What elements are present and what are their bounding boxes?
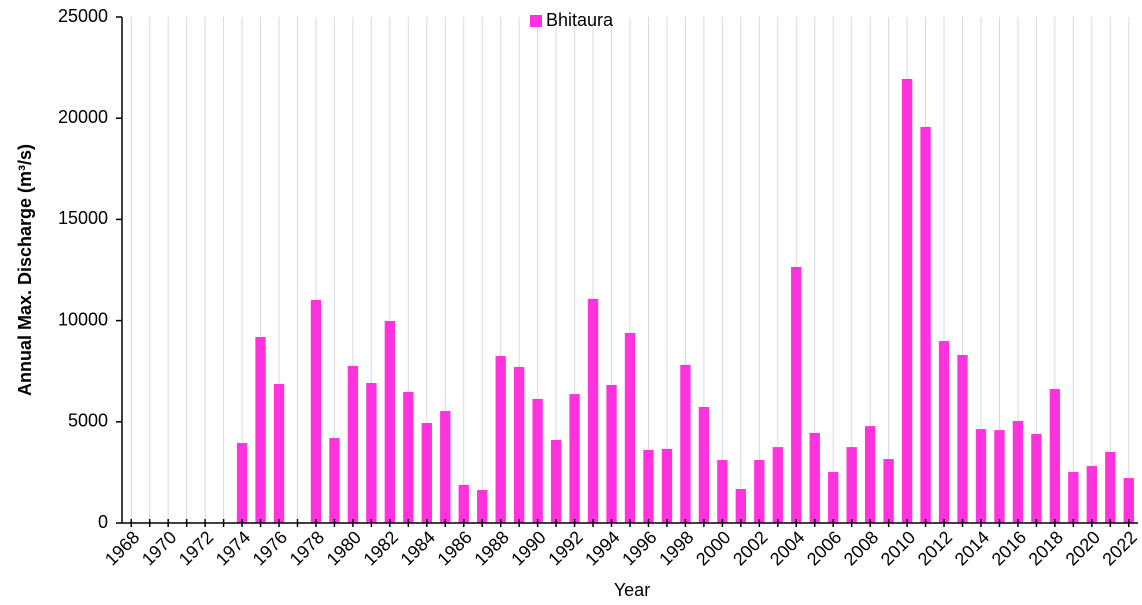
x-tick-label: 1986: [433, 527, 475, 569]
x-tick-label: 2022: [1098, 527, 1140, 569]
bar: [310, 299, 322, 523]
bar: [975, 429, 987, 523]
bar: [1105, 451, 1116, 523]
x-tick-label: 2014: [951, 527, 993, 569]
y-tick-label: 25000: [58, 6, 108, 26]
x-tick-label: 1968: [101, 527, 143, 569]
bar: [421, 423, 432, 523]
bar: [384, 321, 396, 523]
x-tick-label: 1982: [360, 527, 402, 569]
x-tick-label: 2012: [914, 527, 956, 569]
bar: [236, 443, 248, 523]
x-tick-label: 1970: [138, 527, 180, 569]
bar: [772, 447, 783, 523]
x-tick-label: 2002: [729, 527, 771, 569]
bar: [329, 437, 340, 523]
bar: [1123, 478, 1134, 523]
x-tick-label: 1972: [175, 527, 217, 569]
x-tick-label: 1990: [507, 527, 549, 569]
bar: [587, 298, 599, 523]
bar: [1031, 433, 1042, 523]
bar: [883, 459, 894, 523]
bar: [791, 266, 802, 523]
legend-label: Bhitaura: [546, 10, 614, 30]
x-tick-label: 1992: [544, 527, 586, 569]
x-tick-label: 1984: [397, 527, 439, 569]
x-tick-label: 2008: [840, 527, 882, 569]
bar: [809, 432, 820, 523]
bar: [717, 460, 728, 523]
x-tick-label: 2018: [1025, 527, 1067, 569]
bar: [495, 356, 506, 523]
bar: [994, 430, 1005, 523]
bar: [828, 471, 839, 523]
x-tick-label: 2000: [692, 527, 734, 569]
bar: [920, 126, 931, 523]
bar: [624, 332, 636, 523]
bar: [735, 488, 747, 523]
y-axis-label: Annual Max. Discharge (m³/s): [15, 144, 35, 396]
bar: [643, 449, 654, 523]
x-tick-label: 2020: [1062, 527, 1104, 569]
bar: [1086, 465, 1097, 523]
bar: [477, 490, 488, 523]
bar: [1068, 471, 1079, 523]
bar: [273, 383, 285, 523]
x-tick-label: 1998: [655, 527, 697, 569]
x-tick-label: 1988: [470, 527, 512, 569]
bar: [513, 366, 525, 523]
y-tick-label: 20000: [58, 107, 108, 127]
bar: [255, 336, 266, 523]
x-tick-label: 1980: [323, 527, 365, 569]
bar: [846, 447, 857, 523]
bar: [458, 484, 469, 523]
x-tick-label: 2016: [988, 527, 1030, 569]
bar: [864, 426, 876, 523]
bar: [550, 440, 562, 523]
x-tick-label: 2010: [877, 527, 919, 569]
bar: [680, 364, 691, 523]
y-tick-label: 15000: [58, 208, 108, 228]
x-tick-label: 1974: [212, 527, 254, 569]
bar: [698, 407, 710, 523]
bar: [569, 394, 580, 523]
bar: [661, 448, 673, 523]
bar: [938, 341, 950, 523]
bar: [347, 365, 359, 523]
legend-swatch: [530, 15, 542, 27]
bar: [901, 78, 913, 524]
y-tick-label: 10000: [58, 309, 108, 329]
x-axis-label: Year: [614, 580, 650, 600]
y-tick-label: 0: [98, 512, 108, 532]
bar: [606, 384, 617, 523]
x-tick-label: 1978: [286, 527, 328, 569]
bar: [957, 355, 968, 523]
bar: [403, 392, 414, 523]
x-tick-label: 2004: [766, 527, 808, 569]
x-tick-label: 1996: [618, 527, 660, 569]
x-tick-label: 1976: [249, 527, 291, 569]
bar: [754, 460, 765, 523]
bar: [532, 398, 543, 523]
bar: [1012, 420, 1024, 523]
x-tick-label: 1994: [581, 527, 623, 569]
bar: [366, 382, 377, 523]
bar: [440, 411, 451, 523]
y-tick-label: 5000: [68, 411, 108, 431]
bar: [1049, 389, 1061, 523]
x-tick-label: 2006: [803, 527, 845, 569]
